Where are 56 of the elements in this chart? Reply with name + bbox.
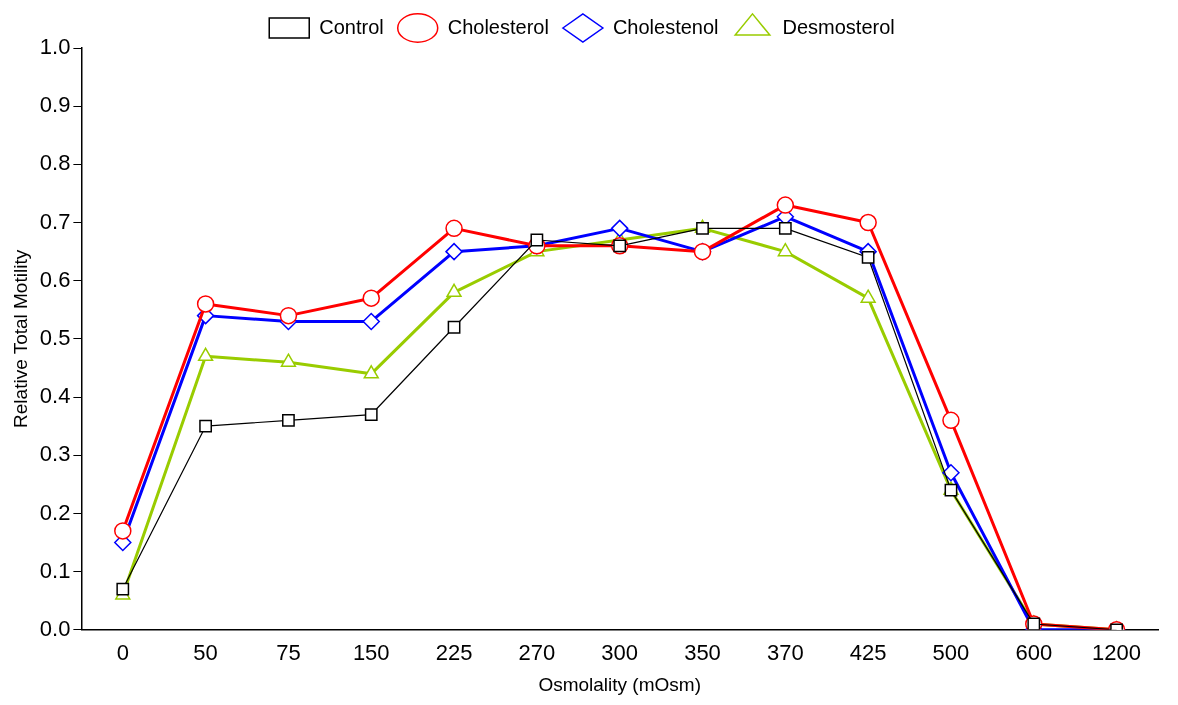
y-tick-label: 0.6 (39, 266, 71, 292)
y-tick-label: 0.1 (39, 557, 71, 583)
x-tick-label: 500 (932, 640, 970, 666)
x-axis-title: Osmolality (mOsm) (538, 673, 701, 695)
x-tick-label: 50 (193, 640, 218, 666)
point (114, 522, 132, 540)
legend-label: Cholestenol (612, 15, 719, 38)
point (199, 419, 213, 433)
point (610, 219, 629, 238)
point (778, 221, 792, 235)
y-tick-label: 0.8 (39, 150, 71, 176)
point (362, 289, 380, 307)
point (447, 320, 461, 334)
x-tick-label: 350 (684, 640, 721, 666)
point (859, 213, 877, 232)
x-tick-label: 300 (601, 640, 639, 666)
y-tick-label: 0.7 (39, 208, 71, 234)
x-tick-label: 75 (276, 640, 301, 666)
point (280, 353, 297, 367)
legend-label: Control (319, 15, 384, 38)
point (279, 306, 298, 325)
point (445, 219, 463, 238)
legend-label: Desmosterol (782, 15, 895, 38)
point (860, 289, 876, 303)
y-tick-label: 0.5 (39, 324, 71, 350)
point (362, 312, 380, 331)
x-tick-label: 270 (518, 640, 556, 666)
x-tick-label: 370 (766, 640, 804, 666)
point (363, 365, 379, 379)
point (196, 295, 215, 313)
y-tick-label: 0.3 (39, 441, 71, 467)
point (364, 408, 378, 421)
point (942, 463, 960, 482)
point (197, 347, 214, 362)
x-tick-label: 150 (352, 640, 390, 666)
legend-label: Cholesterol (447, 15, 549, 38)
y-tick-label: 0.2 (39, 499, 71, 525)
point (530, 233, 544, 247)
x-tick-label: 425 (849, 640, 887, 666)
point (282, 413, 295, 427)
x-tick-label: 0 (116, 640, 129, 666)
point (776, 196, 795, 214)
x-tick-label: 600 (1015, 640, 1053, 666)
x-tick-label: 1200 (1092, 640, 1142, 666)
y-axis-title: Relative Total Motility (9, 249, 31, 428)
point (777, 242, 793, 257)
y-tick-label: 0.0 (39, 615, 71, 641)
x-tick-label: 225 (435, 640, 473, 666)
point (861, 251, 875, 264)
y-tick-label: 1.0 (39, 34, 71, 60)
point (116, 582, 130, 596)
y-tick-label: 0.9 (39, 92, 71, 118)
point (942, 411, 960, 430)
point (445, 242, 463, 261)
point (446, 283, 462, 298)
y-tick-label: 0.4 (39, 383, 71, 409)
